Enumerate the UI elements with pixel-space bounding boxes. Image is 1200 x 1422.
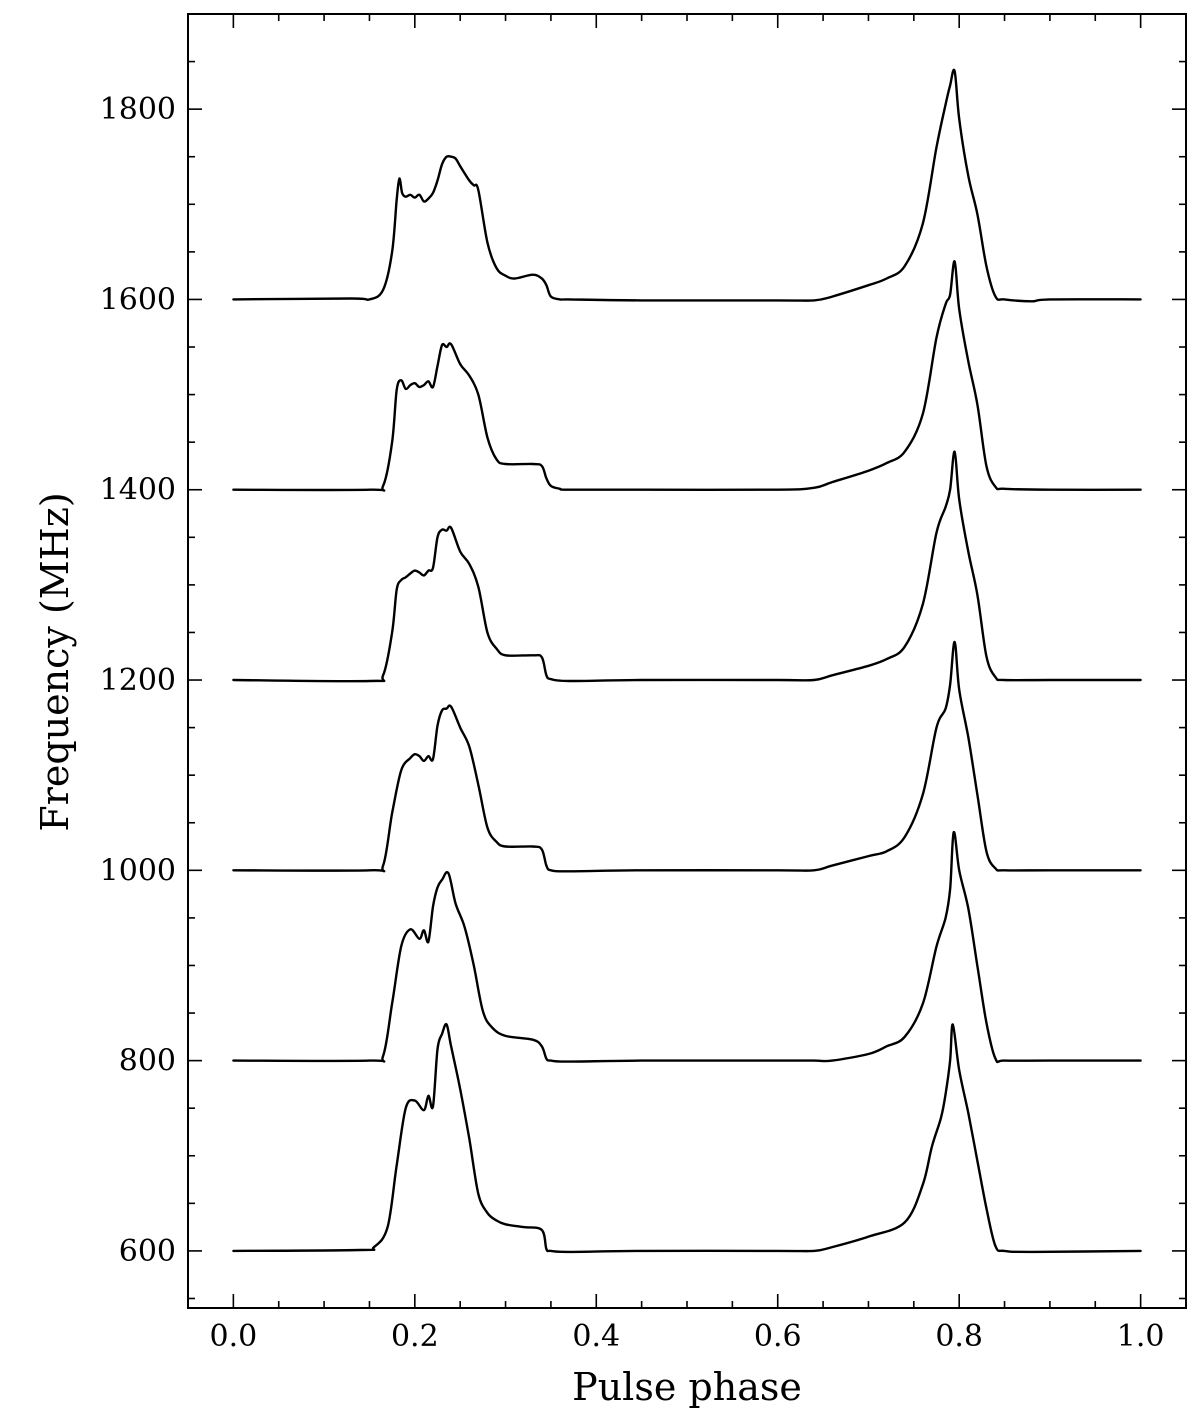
x-tick-label: 0.4	[572, 1319, 620, 1354]
profile-trace-1600	[232, 68, 1142, 303]
y-tick-label: 1400	[100, 473, 176, 508]
x-tick-label: 0.0	[210, 1319, 258, 1354]
profile-trace-1000	[232, 640, 1142, 873]
traces-layer	[232, 68, 1142, 1254]
y-tick-label: 1800	[100, 92, 176, 127]
profile-trace-1200	[232, 450, 1142, 683]
x-axis-label: Pulse phase	[572, 1365, 802, 1409]
y-tick-label: 1000	[100, 853, 176, 888]
y-tick-label: 800	[119, 1044, 176, 1079]
y-tick-label: 1200	[100, 663, 176, 698]
profile-trace-600	[232, 1022, 1142, 1254]
profile-trace-800	[232, 831, 1142, 1064]
x-tick-label: 1.0	[1117, 1319, 1165, 1354]
y-axis-label: Frequency (MHz)	[33, 492, 77, 831]
x-tick-label: 0.6	[754, 1319, 802, 1354]
y-tick-label: 600	[119, 1234, 176, 1269]
profile-trace-1400	[232, 260, 1142, 492]
plot-frame	[187, 13, 1187, 1309]
ticks-layer: 0.0 0.2 0.4 0.6 0.8 1.0 600 800 1000 1200 1400 1600…	[100, 13, 1187, 1354]
x-tick-label: 0.8	[935, 1319, 983, 1354]
y-tick-label: 1600	[100, 282, 176, 317]
x-tick-label: 0.2	[391, 1319, 439, 1354]
